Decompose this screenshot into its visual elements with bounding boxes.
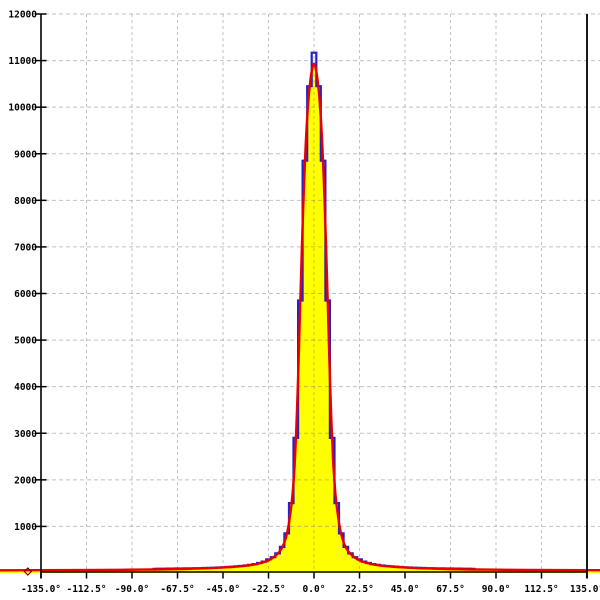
x-tick-label: 135.0° (570, 584, 600, 595)
x-tick-label: 22.5° (345, 584, 374, 595)
x-tick-label: 90.0° (482, 584, 511, 595)
curve-series (0, 62, 600, 572)
y-tick-label: 9000 (14, 149, 37, 160)
y-tick-label: 6000 (14, 289, 37, 300)
y-tick-label: 10000 (8, 103, 37, 114)
x-tick-label: 0.0° (303, 584, 326, 595)
y-tick-label: 12000 (8, 10, 37, 21)
y-tick-label: 8000 (14, 196, 37, 207)
diamond-marker (23, 567, 33, 576)
y-tick-label: 11000 (8, 56, 37, 67)
y-tick-label: 4000 (14, 382, 37, 393)
y-tick-label: 1000 (14, 522, 37, 533)
x-tick-label: -67.5° (160, 584, 194, 595)
x-tick-label: -22.5° (251, 584, 285, 595)
y-tick-label: 5000 (14, 336, 37, 347)
x-tick-label: -135.0° (21, 584, 61, 595)
x-tick-label: 45.0° (391, 584, 420, 595)
x-tick-label: -45.0° (206, 584, 240, 595)
x-tick-label: -90.0° (115, 584, 149, 595)
x-tick-label: 112.5° (524, 584, 558, 595)
x-tick-label: 67.5° (436, 584, 465, 595)
y-tick-label: 7000 (14, 242, 37, 253)
y-tick-label: 2000 (14, 475, 37, 486)
x-tick-label: -112.5° (66, 584, 106, 595)
y-tick-label: 3000 (14, 429, 37, 440)
